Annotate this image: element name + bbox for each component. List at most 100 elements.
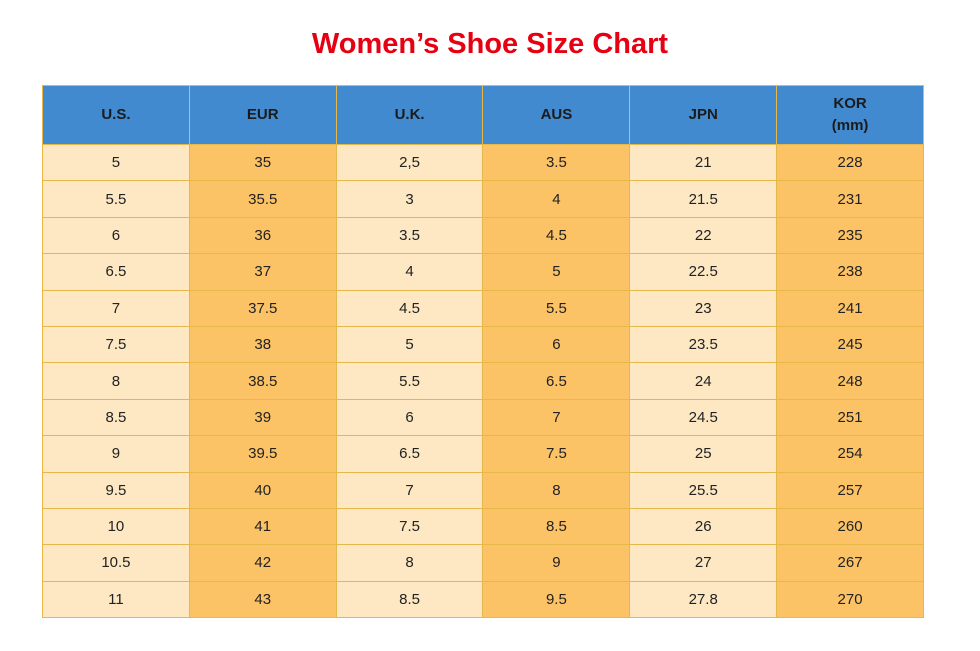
- cell-jpn: 21.5: [629, 180, 778, 218]
- cell-uk: 3: [335, 180, 484, 218]
- table-body: 5 35 2,5 3.5 21 228 5.5 35.5 3 4 21.5 231 6 36 3.5 4.5 2…: [42, 143, 924, 619]
- cell-us: 11: [42, 580, 190, 619]
- cell-uk: 3.5: [335, 216, 484, 255]
- cell-jpn: 23.5: [629, 325, 778, 364]
- cell-kor: 235: [776, 216, 924, 255]
- cell-jpn: 23: [629, 289, 778, 327]
- cell-us: 8: [42, 362, 190, 400]
- cell-kor: 245: [776, 325, 924, 364]
- cell-jpn: 27: [629, 544, 778, 582]
- table-row: 8 38.5 5.5 6.5 24 248: [42, 362, 924, 400]
- cell-us: 9: [42, 435, 190, 473]
- header-kor: KOR (mm): [776, 85, 924, 145]
- header-label: U.S.: [101, 106, 131, 123]
- cell-uk: 5: [335, 325, 484, 364]
- cell-us: 6.5: [42, 253, 190, 291]
- cell-kor: 267: [776, 544, 924, 582]
- cell-kor: 257: [776, 471, 924, 509]
- cell-us: 6: [42, 216, 190, 255]
- header-label: KOR: [833, 95, 867, 112]
- header-uk: U.K.: [335, 85, 484, 145]
- cell-jpn: 24: [629, 362, 778, 400]
- cell-us: 7.5: [42, 325, 190, 364]
- cell-us: 5: [42, 143, 190, 182]
- cell-eur: 38.5: [188, 362, 337, 400]
- cell-kor: 241: [776, 289, 924, 327]
- cell-aus: 4: [482, 180, 631, 218]
- cell-kor: 260: [776, 507, 924, 546]
- cell-uk: 5.5: [335, 362, 484, 400]
- header-label: AUS: [540, 106, 573, 123]
- cell-eur: 37.5: [188, 289, 337, 327]
- cell-aus: 6: [482, 325, 631, 364]
- header-label: EUR: [246, 106, 279, 123]
- cell-uk: 2,5: [335, 143, 484, 182]
- header-eur: EUR: [188, 85, 337, 145]
- cell-eur: 38: [188, 325, 337, 364]
- cell-uk: 4.5: [335, 289, 484, 327]
- cell-kor: 270: [776, 580, 924, 619]
- cell-us: 10.5: [42, 544, 190, 582]
- table-row: 6 36 3.5 4.5 22 235: [42, 216, 924, 255]
- cell-kor: 228: [776, 143, 924, 182]
- table-row: 7.5 38 5 6 23.5 245: [42, 325, 924, 364]
- cell-jpn: 24.5: [629, 398, 778, 437]
- table-row: 10 41 7.5 8.5 26 260: [42, 507, 924, 546]
- cell-aus: 5.5: [482, 289, 631, 327]
- cell-uk: 8: [335, 544, 484, 582]
- cell-jpn: 26: [629, 507, 778, 546]
- table-row: 5.5 35.5 3 4 21.5 231: [42, 180, 924, 218]
- table-row: 7 37.5 4.5 5.5 23 241: [42, 289, 924, 327]
- table-row: 11 43 8.5 9.5 27.8 270: [42, 580, 924, 619]
- cell-eur: 41: [188, 507, 337, 546]
- cell-jpn: 27.8: [629, 580, 778, 619]
- size-table: U.S. EUR U.K. AUS JPN KOR (mm) 5 35 2,5 3.5 2…: [42, 85, 924, 619]
- cell-aus: 7: [482, 398, 631, 437]
- table-row: 5 35 2,5 3.5 21 228: [42, 143, 924, 182]
- table-row: 9 39.5 6.5 7.5 25 254: [42, 435, 924, 473]
- cell-uk: 7.5: [335, 507, 484, 546]
- cell-eur: 40: [188, 471, 337, 509]
- cell-aus: 6.5: [482, 362, 631, 400]
- header-jpn: JPN: [629, 85, 778, 145]
- page-title: Women’s Shoe Size Chart: [311, 28, 669, 60]
- cell-uk: 4: [335, 253, 484, 291]
- cell-eur: 39: [188, 398, 337, 437]
- cell-us: 7: [42, 289, 190, 327]
- cell-kor: 238: [776, 253, 924, 291]
- cell-uk: 6: [335, 398, 484, 437]
- header-label: JPN: [688, 106, 718, 123]
- table-row: 6.5 37 4 5 22.5 238: [42, 253, 924, 291]
- cell-uk: 6.5: [335, 435, 484, 473]
- cell-kor: 231: [776, 180, 924, 218]
- cell-us: 5.5: [42, 180, 190, 218]
- cell-aus: 7.5: [482, 435, 631, 473]
- cell-uk: 8.5: [335, 580, 484, 619]
- table-row: 10.5 42 8 9 27 267: [42, 544, 924, 582]
- cell-eur: 35: [188, 143, 337, 182]
- cell-eur: 43: [188, 580, 337, 619]
- cell-eur: 37: [188, 253, 337, 291]
- cell-us: 9.5: [42, 471, 190, 509]
- cell-aus: 5: [482, 253, 631, 291]
- cell-eur: 35.5: [188, 180, 337, 218]
- cell-jpn: 22.5: [629, 253, 778, 291]
- cell-aus: 3.5: [482, 143, 631, 182]
- cell-aus: 9: [482, 544, 631, 582]
- cell-us: 10: [42, 507, 190, 546]
- header-unit: (mm): [831, 117, 869, 134]
- cell-uk: 7: [335, 471, 484, 509]
- cell-jpn: 21: [629, 143, 778, 182]
- cell-jpn: 25: [629, 435, 778, 473]
- cell-jpn: 22: [629, 216, 778, 255]
- table-row: 8.5 39 6 7 24.5 251: [42, 398, 924, 437]
- table-row: 9.5 40 7 8 25.5 257: [42, 471, 924, 509]
- cell-eur: 36: [188, 216, 337, 255]
- header-aus: AUS: [482, 85, 631, 145]
- cell-eur: 39.5: [188, 435, 337, 473]
- cell-jpn: 25.5: [629, 471, 778, 509]
- cell-us: 8.5: [42, 398, 190, 437]
- cell-aus: 4.5: [482, 216, 631, 255]
- header-row: U.S. EUR U.K. AUS JPN KOR (mm): [42, 85, 924, 145]
- cell-aus: 8.5: [482, 507, 631, 546]
